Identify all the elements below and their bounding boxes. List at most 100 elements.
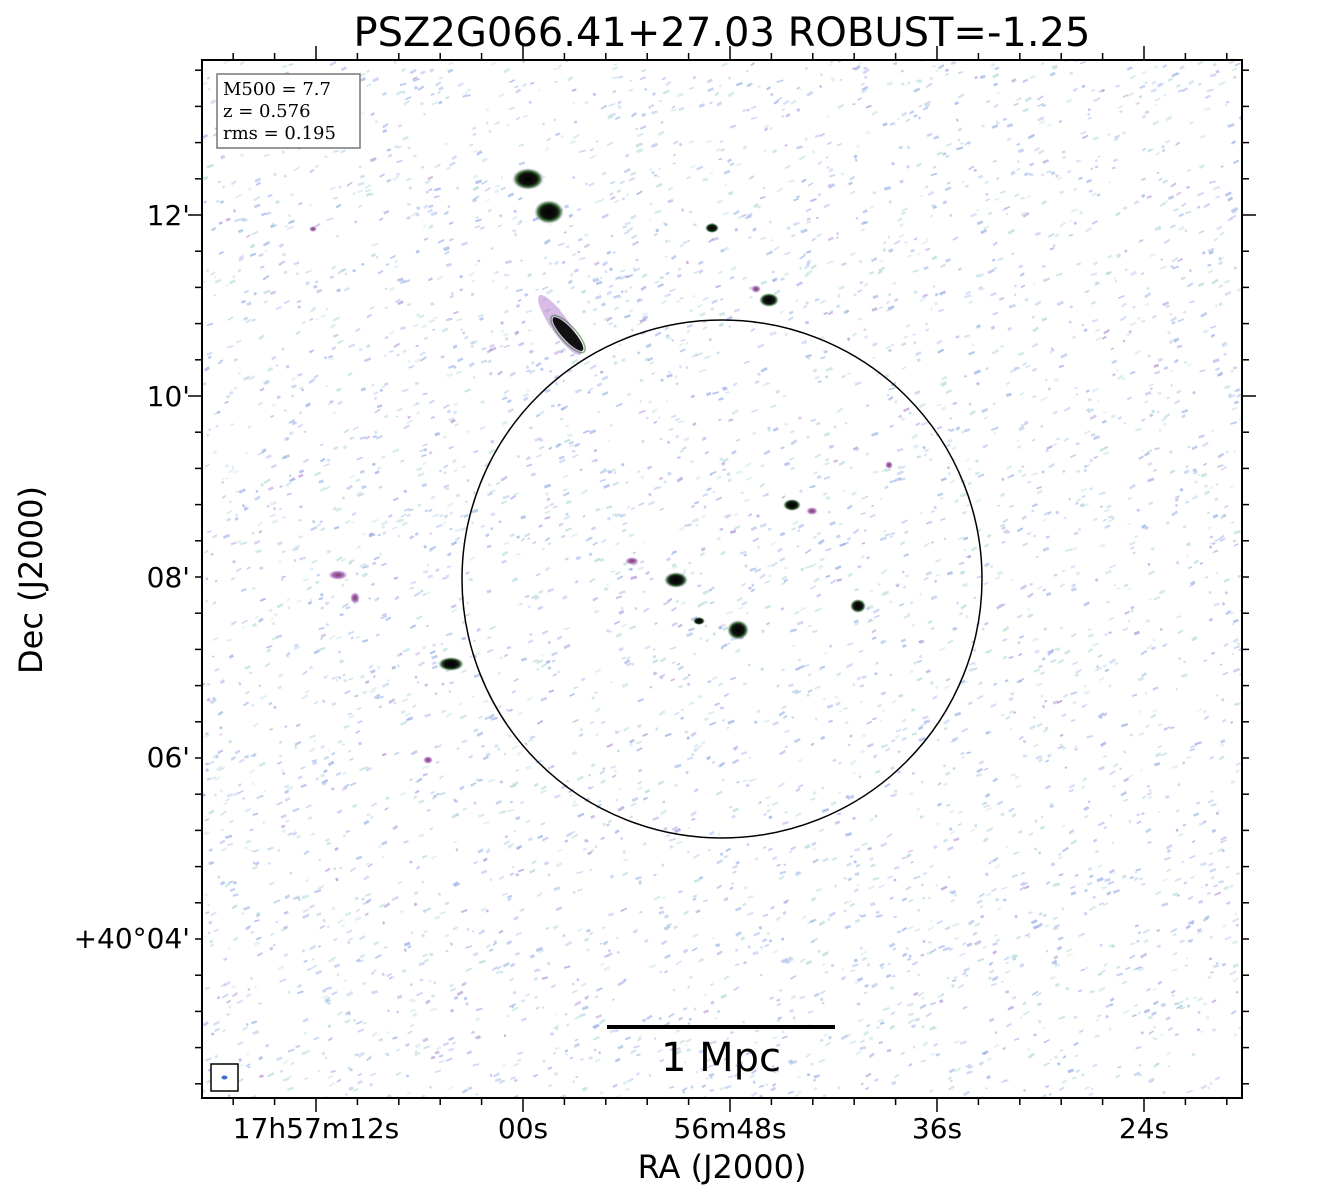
- noise-speck: [759, 974, 763, 977]
- noise-speck: [1098, 89, 1106, 93]
- noise-speck: [728, 418, 734, 423]
- noise-speck: [432, 316, 439, 320]
- noise-speck: [840, 172, 845, 176]
- noise-speck: [302, 578, 310, 582]
- noise-speck: [796, 195, 800, 199]
- noise-speck: [205, 893, 208, 896]
- noise-speck: [966, 1070, 973, 1075]
- noise-speck: [889, 479, 897, 484]
- noise-speck: [1098, 676, 1105, 682]
- noise-speck: [1103, 518, 1107, 522]
- noise-speck: [1211, 429, 1215, 432]
- noise-speck: [383, 945, 388, 949]
- noise-speck: [206, 76, 211, 80]
- noise-speck: [933, 505, 938, 510]
- noise-speck: [852, 683, 856, 687]
- noise-speck: [779, 531, 786, 537]
- noise-speck: [1031, 636, 1039, 643]
- noise-speck: [378, 552, 383, 556]
- noise-speck: [233, 386, 238, 390]
- noise-speck: [878, 884, 885, 889]
- noise-speck: [797, 416, 802, 421]
- noise-speck: [412, 76, 418, 81]
- noise-speck: [1210, 325, 1217, 329]
- noise-speck: [503, 394, 507, 398]
- noise-speck: [828, 63, 833, 67]
- noise-speck: [1204, 484, 1208, 488]
- noise-speck: [805, 1052, 812, 1058]
- noise-speck: [526, 463, 533, 468]
- noise-speck: [244, 690, 250, 695]
- noise-speck: [220, 828, 224, 832]
- noise-speck: [748, 664, 751, 667]
- noise-speck: [423, 958, 430, 963]
- noise-speck: [470, 1030, 476, 1035]
- noise-speck: [500, 321, 504, 325]
- noise-speck: [1126, 522, 1132, 526]
- noise-speck: [244, 808, 252, 813]
- noise-speck: [1230, 214, 1237, 220]
- noise-speck: [558, 458, 566, 464]
- noise-speck: [952, 922, 960, 928]
- noise-speck: [1189, 743, 1197, 749]
- noise-speck: [763, 123, 770, 129]
- noise-speck: [293, 558, 297, 563]
- noise-speck: [659, 437, 663, 441]
- noise-speck: [1081, 785, 1086, 789]
- noise-speck: [593, 1048, 597, 1052]
- noise-speck: [853, 293, 857, 297]
- noise-speck: [886, 1049, 892, 1053]
- noise-speck: [887, 235, 891, 239]
- noise-speck: [363, 819, 370, 825]
- noise-speck: [203, 280, 206, 284]
- noise-speck: [729, 162, 735, 167]
- noise-speck: [847, 642, 854, 646]
- noise-speck: [893, 878, 897, 882]
- noise-speck: [461, 981, 467, 987]
- noise-speck: [729, 275, 735, 280]
- noise-speck: [535, 413, 541, 418]
- noise-speck: [945, 389, 952, 395]
- noise-speck: [636, 1038, 642, 1042]
- noise-speck: [757, 343, 765, 349]
- noise-speck: [599, 962, 605, 967]
- noise-speck: [1222, 923, 1228, 928]
- noise-speck: [861, 956, 868, 962]
- noise-speck: [302, 908, 309, 914]
- noise-speck: [576, 870, 584, 875]
- noise-speck: [572, 101, 576, 105]
- noise-speck: [915, 422, 921, 427]
- noise-speck: [364, 357, 372, 363]
- noise-speck: [1085, 389, 1090, 393]
- noise-speck: [293, 166, 300, 171]
- noise-speck: [665, 80, 672, 87]
- noise-speck: [769, 250, 773, 254]
- noise-speck: [675, 382, 679, 386]
- noise-speck: [552, 505, 558, 509]
- noise-speck: [267, 1072, 275, 1078]
- noise-speck: [653, 873, 657, 877]
- noise-speck: [563, 643, 571, 650]
- noise-speck: [525, 819, 531, 823]
- noise-speck: [580, 677, 586, 682]
- noise-speck: [1232, 977, 1239, 983]
- noise-speck: [529, 735, 536, 740]
- noise-speck: [954, 101, 960, 106]
- noise-speck: [361, 532, 366, 536]
- noise-speck: [817, 161, 823, 166]
- noise-speck: [565, 244, 570, 249]
- noise-speck: [336, 1010, 343, 1017]
- noise-speck: [1109, 997, 1115, 1002]
- noise-speck: [788, 310, 794, 315]
- noise-speck: [590, 763, 596, 768]
- noise-speck: [1022, 362, 1028, 367]
- noise-speck: [1182, 310, 1187, 314]
- noise-speck: [969, 410, 976, 416]
- noise-speck: [849, 902, 856, 907]
- noise-speck: [1047, 510, 1052, 515]
- noise-speck: [735, 906, 742, 912]
- noise-speck: [767, 847, 773, 852]
- noise-speck: [206, 163, 214, 169]
- noise-speck: [291, 421, 297, 426]
- noise-speck: [403, 424, 410, 430]
